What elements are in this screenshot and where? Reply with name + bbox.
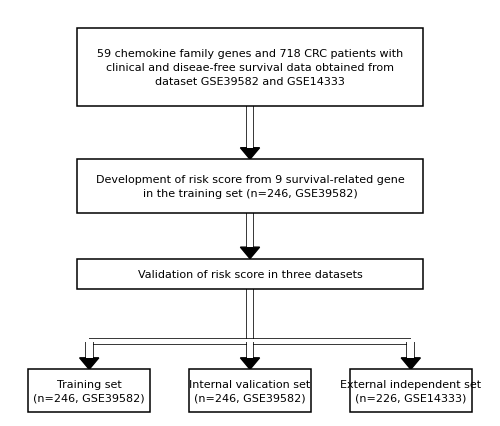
Bar	[86, 342, 92, 358]
Polygon shape	[240, 358, 260, 369]
Text: External independent set
(n=226, GSE14333): External independent set (n=226, GSE1433…	[340, 379, 482, 403]
FancyBboxPatch shape	[350, 369, 472, 412]
Text: Validation of risk score in three datasets: Validation of risk score in three datase…	[138, 269, 362, 279]
Polygon shape	[401, 358, 420, 369]
Bar	[246, 342, 254, 358]
FancyBboxPatch shape	[189, 369, 311, 412]
Bar	[246, 106, 254, 148]
Polygon shape	[240, 248, 260, 259]
FancyBboxPatch shape	[28, 369, 150, 412]
Bar	[246, 290, 254, 342]
Text: 59 chemokine family genes and 718 CRC patients with
clinical and diseae-free sur: 59 chemokine family genes and 718 CRC pa…	[97, 49, 403, 87]
Polygon shape	[240, 148, 260, 160]
Text: Internal valication set
(n=246, GSE39582): Internal valication set (n=246, GSE39582…	[190, 379, 310, 403]
Text: Development of risk score from 9 survival-related gene
in the training set (n=24: Development of risk score from 9 surviva…	[96, 174, 405, 199]
Bar	[89, 339, 411, 345]
Bar	[246, 213, 254, 248]
FancyBboxPatch shape	[77, 259, 423, 290]
Polygon shape	[80, 358, 99, 369]
Bar	[408, 342, 414, 358]
FancyBboxPatch shape	[77, 29, 423, 106]
FancyBboxPatch shape	[77, 160, 423, 213]
Text: Training set
(n=246, GSE39582): Training set (n=246, GSE39582)	[34, 379, 145, 403]
